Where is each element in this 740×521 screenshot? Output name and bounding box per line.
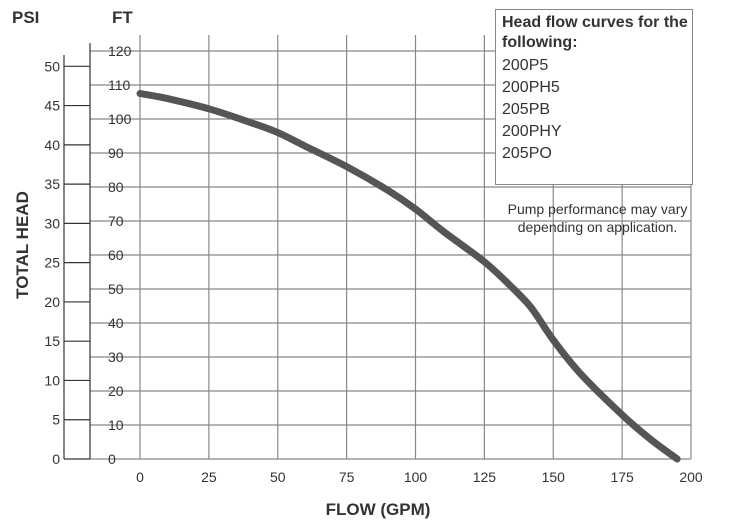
x-tick-label-8: 200 — [679, 469, 703, 485]
ft-tick-label-1: 10 — [108, 417, 124, 433]
psi-tick-label-3: 15 — [44, 333, 60, 349]
ft-tick-label-0: 0 — [108, 451, 116, 467]
psi-tick-label-8: 40 — [44, 137, 60, 153]
performance-note: Pump performance may vary depending on a… — [495, 200, 700, 236]
psi-tick-label-6: 30 — [44, 215, 60, 231]
ft-tick-label-4: 40 — [108, 315, 124, 331]
legend-box: Head flow curves for the following: 200P… — [495, 9, 693, 185]
legend-title: Head flow curves for the following: — [502, 14, 688, 51]
psi-tick-label-5: 25 — [44, 255, 60, 271]
note-line-2: depending on application. — [517, 219, 678, 235]
x-tick-label-3: 75 — [339, 469, 355, 485]
ft-tick-label-7: 70 — [108, 213, 124, 229]
x-tick-label-2: 50 — [270, 469, 286, 485]
psi-tick-label-0: 0 — [52, 451, 60, 467]
x-axis-title: FLOW (GPM) — [326, 500, 431, 519]
ft-tick-label-11: 110 — [108, 77, 131, 93]
x-tick-label-5: 125 — [473, 469, 497, 485]
legend-item-205pb: 205PB — [502, 101, 551, 118]
tick-labels: 0 25 50 75 100 125 150 175 200010203040506070809… — [44, 43, 702, 485]
series-layer — [136, 90, 681, 463]
psi-tick-label-2: 10 — [44, 372, 60, 388]
psi-tick-label-9: 45 — [44, 98, 60, 114]
legend-item-205po: 205PO — [502, 145, 552, 162]
psi-unit-label: PSI — [12, 8, 39, 27]
psi-tick-label-4: 20 — [44, 294, 60, 310]
legend-item-200p5: 200P5 — [502, 57, 549, 74]
note-line-1: Pump performance may vary — [507, 201, 688, 217]
series-line-0 — [136, 90, 681, 463]
psi-tick-label-7: 35 — [44, 176, 60, 192]
x-tick-label-1: 25 — [201, 469, 217, 485]
x-tick-label-0: 0 — [136, 469, 144, 485]
psi-tick-label-1: 5 — [52, 412, 60, 428]
ft-tick-label-10: 100 — [108, 111, 132, 127]
ft-tick-label-5: 50 — [108, 281, 124, 297]
axes — [63, 43, 91, 460]
psi-tick-label-10: 50 — [44, 58, 60, 74]
legend-item-200ph5: 200PH5 — [502, 79, 560, 96]
ft-tick-label-8: 80 — [108, 179, 124, 195]
ft-tick-label-12: 120 — [108, 43, 132, 59]
x-tick-label-4: 100 — [404, 469, 428, 485]
ft-unit-label: FT — [112, 8, 133, 27]
x-tick-label-6: 150 — [542, 469, 566, 485]
y-axis-title: TOTAL HEAD — [13, 191, 32, 299]
x-tick-label-7: 175 — [610, 469, 634, 485]
legend-item-200phy: 200PHY — [502, 123, 562, 140]
ft-tick-label-6: 60 — [108, 247, 124, 263]
ft-tick-label-2: 20 — [108, 383, 124, 399]
ft-tick-label-9: 90 — [108, 145, 124, 161]
ft-tick-label-3: 30 — [108, 349, 124, 365]
